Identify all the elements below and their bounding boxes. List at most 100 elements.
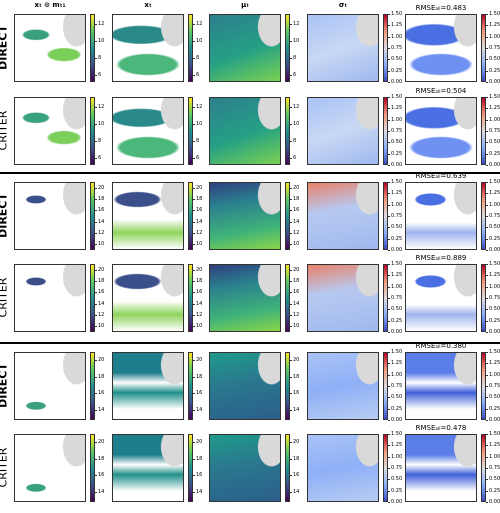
colorbar-tick (486, 309, 488, 310)
colorbar-tick-label: 1.50 (391, 261, 403, 267)
colorbar-tick (486, 238, 488, 240)
colorbar-tick-label: 0.75 (391, 45, 403, 51)
colorbar-tick (95, 187, 97, 189)
map-panel (112, 434, 184, 502)
colorbar-tick-label: 12 (293, 21, 300, 28)
colorbar-tick-label: 18 (196, 278, 203, 284)
colorbar-tick (388, 445, 390, 446)
colorbar-tick (95, 492, 97, 493)
colorbar-tick (486, 445, 488, 446)
colorbar-tick-label: 1.50 (489, 179, 500, 185)
colorbar-tick (486, 363, 488, 364)
colorbar-tick (388, 227, 390, 228)
map-panel (307, 97, 379, 165)
colorbar-tick-label: 14 (196, 300, 203, 307)
colorbar-tick-label: 6 (98, 155, 102, 162)
map-panel (14, 14, 86, 82)
colorbar-tick-label: 12 (293, 230, 300, 236)
colorbar-tick-label: 14 (98, 489, 105, 496)
colorbar-tick (388, 204, 390, 206)
colorbar-tick (95, 269, 97, 271)
row-label: DIRECT (0, 25, 10, 70)
map-panel (209, 182, 281, 250)
colorbar-tick-label: 6 (293, 155, 297, 162)
colorbar-tick (95, 376, 97, 378)
map-panel (112, 264, 184, 332)
colorbar (188, 352, 193, 420)
colorbar-tick (388, 48, 390, 49)
colorbar-tick-label: 0.00 (489, 329, 500, 335)
colorbar-tick (388, 264, 390, 265)
colorbar-tick (486, 264, 488, 265)
colorbar-tick-label: 0.25 (489, 67, 500, 74)
colorbar-tick (388, 363, 390, 364)
colorbar-tick-label: 0.25 (391, 235, 403, 242)
colorbar-tick (95, 210, 97, 211)
colorbar-tick-label: 1.50 (391, 94, 403, 100)
colorbar (188, 434, 193, 502)
colorbar-tick-label: 10 (293, 121, 300, 128)
colorbar-tick-label: 20 (196, 266, 203, 273)
colorbar-tick (95, 233, 97, 234)
colorbar-tick (486, 468, 488, 469)
colorbar-tick (486, 374, 488, 376)
rmse-label: RMSEₐₗₗ=0.380 (415, 342, 467, 350)
colorbar-tick (290, 233, 292, 234)
colorbar (285, 97, 290, 165)
colorbar-tick (95, 410, 97, 411)
colorbar-tick-label: 20 (196, 439, 203, 446)
colorbar-tick-label: 0.75 (391, 465, 403, 471)
colorbar-tick (290, 326, 292, 327)
map-panel (307, 434, 379, 502)
colorbar-tick (388, 490, 390, 492)
colorbar-tick (290, 58, 292, 59)
colorbar-tick (486, 332, 488, 333)
colorbar-tick (388, 468, 390, 469)
colorbar-tick (193, 233, 195, 234)
colorbar-tick-label: 0.25 (489, 317, 500, 324)
colorbar-tick (290, 24, 292, 25)
colorbar-tick (486, 275, 488, 276)
colorbar-tick (290, 360, 292, 361)
colorbar-tick (388, 309, 390, 310)
row-label: DIRECT (0, 363, 10, 408)
colorbar-tick-label: 1.25 (489, 442, 500, 449)
colorbar (285, 434, 290, 502)
separator (0, 172, 500, 174)
colorbar-tick (95, 281, 97, 282)
colorbar-tick (193, 210, 195, 211)
colorbar-tick (290, 281, 292, 282)
colorbar-tick (388, 70, 390, 72)
colorbar-tick (290, 442, 292, 443)
colorbar-tick-label: 0.25 (391, 405, 403, 412)
colorbar-tick-label: 12 (98, 312, 105, 318)
colorbar-tick-label: 18 (98, 278, 105, 284)
colorbar-tick (486, 386, 488, 387)
colorbar-tick (388, 82, 390, 83)
colorbar-tick-label: 6 (293, 72, 297, 79)
map-panel (209, 97, 281, 165)
colorbar-tick (290, 141, 292, 142)
colorbar-tick (388, 59, 390, 60)
colorbar-tick-label: 0.00 (489, 247, 500, 253)
colorbar-tick-label: 1.00 (391, 116, 403, 123)
colorbar-tick-label: 0.25 (391, 150, 403, 157)
colorbar (481, 14, 486, 82)
colorbar-tick (486, 193, 488, 194)
colorbar-tick-label: 20 (293, 357, 300, 364)
map-panel (307, 182, 379, 250)
colorbar-tick-label: 1.00 (391, 371, 403, 378)
colorbar-tick-label: 0.75 (489, 465, 500, 471)
colorbar-tick (486, 82, 488, 83)
colorbar-tick (193, 75, 195, 76)
colorbar-tick (486, 48, 488, 49)
colorbar-tick-label: 1.00 (489, 116, 500, 123)
colorbar-tick (290, 303, 292, 305)
colorbar-tick-label: 0.75 (391, 128, 403, 134)
colorbar-tick-label: 14 (196, 218, 203, 225)
colorbar-tick (388, 286, 390, 288)
colorbar-tick-label: 18 (293, 455, 300, 462)
colorbar-tick-label: 1.50 (489, 11, 500, 17)
colorbar-tick-label: 8 (196, 55, 200, 62)
colorbar-tick (388, 119, 390, 121)
